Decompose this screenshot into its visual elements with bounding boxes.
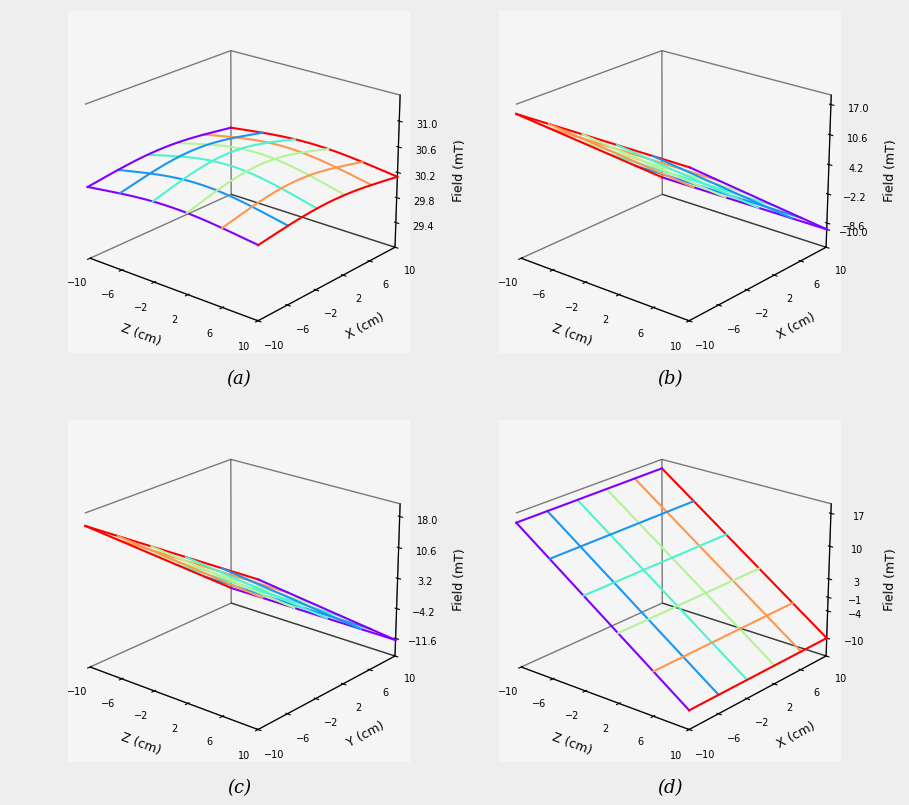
Text: (b): (b) <box>657 370 683 388</box>
Y-axis label: Y (cm): Y (cm) <box>345 720 386 750</box>
Text: (a): (a) <box>226 370 251 388</box>
Y-axis label: X (cm): X (cm) <box>344 311 386 341</box>
Text: (d): (d) <box>657 779 683 797</box>
X-axis label: Z (cm): Z (cm) <box>550 730 594 757</box>
Y-axis label: X (cm): X (cm) <box>775 311 818 341</box>
X-axis label: Z (cm): Z (cm) <box>119 322 162 349</box>
Y-axis label: X (cm): X (cm) <box>775 720 818 750</box>
X-axis label: Z (cm): Z (cm) <box>119 730 162 757</box>
Text: (c): (c) <box>227 779 251 797</box>
X-axis label: Z (cm): Z (cm) <box>550 322 594 349</box>
